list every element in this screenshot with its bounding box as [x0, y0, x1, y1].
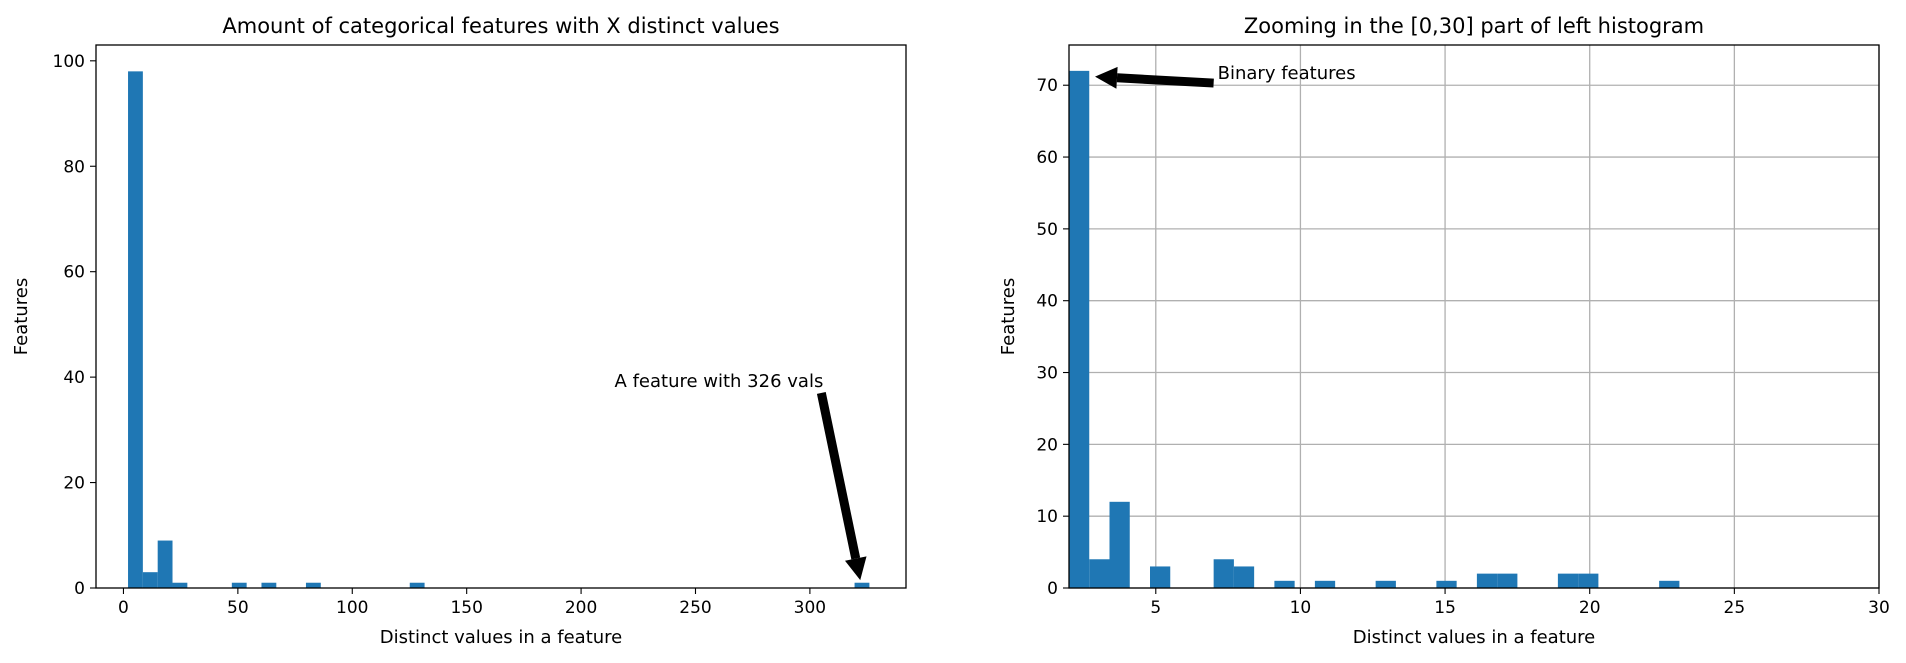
- x-tick-label: 300: [794, 598, 826, 618]
- y-ticks-left: 0 20 40 60 80 100: [53, 52, 96, 599]
- histogram-bar: [1659, 580, 1680, 588]
- annotation-arrow-head-left: [844, 556, 867, 581]
- annotation-arrow-shaft-left: [816, 392, 861, 560]
- annotation-text-right: Binary features: [1218, 63, 1356, 84]
- y-tick-label: 20: [1036, 435, 1058, 455]
- x-tick-label: 150: [450, 598, 482, 618]
- x-tick-label: 250: [679, 598, 711, 618]
- histogram-bar: [128, 71, 143, 588]
- annotation-text-left: A feature with 326 vals: [615, 371, 824, 392]
- histogram-bar: [261, 582, 277, 588]
- grid-right: [1069, 45, 1880, 589]
- x-tick-label: 30: [1868, 598, 1890, 618]
- histogram-bar: [1557, 573, 1579, 588]
- bars-left: [128, 71, 870, 588]
- histogram-bar: [1436, 580, 1457, 588]
- histogram-bar: [1476, 573, 1498, 588]
- annotation-arrow-shaft-right: [1116, 73, 1214, 88]
- histogram-bar: [1497, 573, 1518, 588]
- y-ticks-right: 0 10 20 30 40 50 60 70: [1036, 76, 1069, 599]
- histogram-bar: [305, 582, 321, 588]
- histogram-bar: [1274, 580, 1295, 588]
- annotation-arrow-head-right: [1095, 66, 1118, 89]
- histogram-bar: [1375, 580, 1396, 588]
- histogram-bar: [231, 582, 247, 588]
- histogram-bar: [1109, 501, 1130, 588]
- y-tick-label: 10: [1036, 507, 1058, 527]
- y-tick-label: 100: [53, 52, 85, 72]
- x-tick-label: 15: [1434, 598, 1456, 618]
- x-tick-label: 5: [1150, 598, 1161, 618]
- histogram-bar: [157, 540, 173, 588]
- chart-title-left: Amount of categorical features with X di…: [222, 14, 779, 38]
- x-tick-label: 20: [1579, 598, 1601, 618]
- y-tick-label: 80: [63, 157, 85, 177]
- y-tick-label: 60: [63, 263, 85, 283]
- x-tick-label: 200: [565, 598, 597, 618]
- annotation-left: A feature with 326 vals: [615, 371, 867, 581]
- histogram-left: Amount of categorical features with X di…: [11, 14, 907, 648]
- x-axis-label-right: Distinct values in a feature: [1353, 627, 1596, 648]
- y-tick-label: 40: [1036, 292, 1058, 312]
- histogram-right: Zooming in the [0,30] part of left histo…: [998, 14, 1890, 648]
- histogram-bar: [1069, 70, 1090, 589]
- x-ticks-right: 5 10 15 20 25 30: [1150, 588, 1890, 618]
- y-tick-label: 30: [1036, 364, 1058, 384]
- bars-right: [1069, 70, 1680, 589]
- histogram-bar: [142, 572, 158, 588]
- chart-title-right: Zooming in the [0,30] part of left histo…: [1244, 14, 1704, 38]
- histogram-bar: [1089, 559, 1110, 588]
- histogram-bar: [1233, 566, 1255, 588]
- histogram-bar: [172, 582, 188, 588]
- x-axis-label-left: Distinct values in a feature: [380, 627, 623, 648]
- y-tick-label: 50: [1036, 220, 1058, 240]
- histogram-bar: [1213, 559, 1234, 588]
- histogram-bar: [1150, 566, 1171, 588]
- y-axis-label-left: Features: [11, 278, 32, 355]
- histogram-bar: [409, 582, 425, 588]
- y-tick-label: 60: [1036, 148, 1058, 168]
- axes-frame-left: [95, 44, 907, 589]
- y-tick-label: 40: [63, 368, 85, 388]
- y-tick-label: 20: [63, 474, 85, 494]
- histogram-bar: [1314, 580, 1336, 588]
- x-tick-label: 10: [1290, 598, 1312, 618]
- y-tick-label: 0: [74, 579, 85, 599]
- y-axis-label-right: Features: [998, 278, 1019, 355]
- x-tick-label: 50: [227, 598, 249, 618]
- axes-frame-right: [1068, 44, 1880, 589]
- histogram-bar: [854, 582, 870, 588]
- x-tick-label: 100: [336, 598, 368, 618]
- x-tick-label: 25: [1724, 598, 1746, 618]
- annotation-right: Binary features: [1095, 63, 1356, 89]
- y-tick-label: 70: [1036, 76, 1058, 96]
- x-ticks-left: 0 50 100 150 200 250 300: [118, 588, 826, 618]
- y-tick-label: 0: [1047, 579, 1058, 599]
- histogram-bar: [1578, 573, 1599, 588]
- x-tick-label: 0: [118, 598, 129, 618]
